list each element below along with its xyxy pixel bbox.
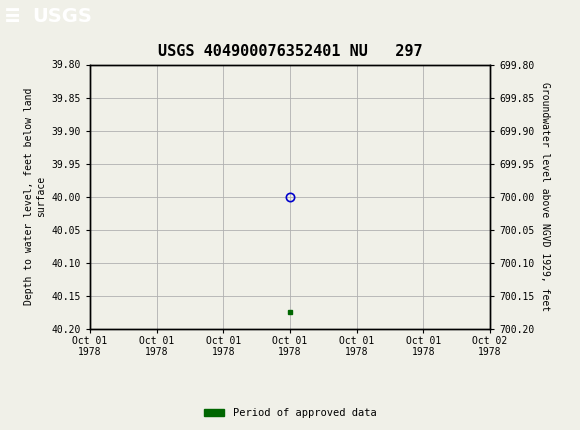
Y-axis label: Groundwater level above NGVD 1929, feet: Groundwater level above NGVD 1929, feet	[540, 82, 550, 311]
Title: USGS 404900076352401 NU   297: USGS 404900076352401 NU 297	[158, 44, 422, 59]
Y-axis label: Depth to water level, feet below land
surface: Depth to water level, feet below land su…	[24, 88, 46, 305]
Text: ≡: ≡	[5, 4, 20, 28]
Text: USGS: USGS	[32, 6, 92, 26]
Legend: Period of approved data: Period of approved data	[200, 404, 380, 423]
